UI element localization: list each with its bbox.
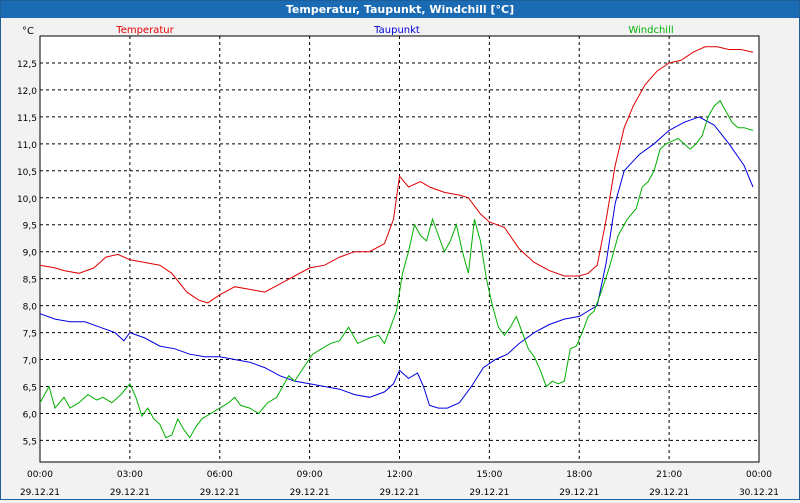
x-tick-time-label: 21:00 (656, 470, 682, 480)
x-tick-date-label: 29.12.21 (290, 488, 330, 498)
x-tick-time-label: 18:00 (566, 470, 592, 480)
plot-area: 5,5 6,0 6,5 7,0 7,5 8,0 8,5 9,0 9,5 10,0 10,5 11,0 1… (1, 19, 799, 499)
x-tick-date-label: 29.12.21 (20, 488, 60, 498)
y-tick-label: 11,0 (17, 141, 37, 151)
x-tick-time-label: 03:00 (117, 470, 143, 480)
y-tick-label: 9,5 (23, 222, 37, 232)
x-tick-date-label: 29.12.21 (200, 488, 240, 498)
x-tick-time-label: 12:00 (387, 470, 413, 480)
legend-taupunkt: Taupunkt (373, 25, 420, 36)
legend-temperatur: Temperatur (115, 25, 174, 36)
x-tick-date-label: 29.12.21 (110, 488, 150, 498)
x-tick-date-label: 30.12.21 (739, 488, 779, 498)
y-axis-unit-label: °C (22, 26, 34, 37)
y-tick-label: 6,0 (23, 410, 38, 420)
x-tick-date-label: 29.12.21 (379, 488, 419, 498)
y-tick-label: 7,0 (23, 357, 38, 367)
y-tick-label: 10,0 (17, 195, 37, 205)
y-tick-label: 11,5 (17, 114, 37, 124)
x-tick-time-label: 00:00 (27, 470, 53, 480)
x-tick-time-label: 00:00 (746, 470, 772, 480)
y-tick-label: 8,5 (23, 276, 37, 286)
x-tick-time-label: 06:00 (207, 470, 233, 480)
x-tick-date-label: 29.12.21 (559, 488, 599, 498)
y-tick-label: 6,5 (23, 384, 37, 394)
y-tick-label: 10,5 (17, 168, 37, 178)
line-chart: 5,5 6,0 6,5 7,0 7,5 8,0 8,5 9,0 9,5 10,0 10,5 11,0 1… (17, 25, 779, 498)
window-title: Temperatur, Taupunkt, Windchill [°C] (1, 1, 799, 18)
y-tick-label: 9,0 (23, 249, 38, 259)
series-line-taupunkt (39, 116, 754, 409)
y-tick-label: 7,5 (23, 330, 37, 340)
plot-frame (39, 35, 760, 463)
y-tick-label: 12,5 (17, 60, 37, 70)
y-tick-label: 5,5 (23, 437, 37, 447)
x-tick-time-label: 09:00 (297, 470, 323, 480)
y-tick-label: 12,0 (17, 87, 37, 97)
y-tick-label: 8,0 (23, 303, 38, 313)
series-line-windchill (39, 99, 754, 439)
x-tick-date-label: 29.12.21 (649, 488, 689, 498)
x-tick-date-label: 29.12.21 (469, 488, 509, 498)
legend-windchill: Windchill (628, 25, 673, 36)
x-tick-time-label: 15:00 (476, 470, 502, 480)
series-line-temperatur (39, 46, 754, 304)
